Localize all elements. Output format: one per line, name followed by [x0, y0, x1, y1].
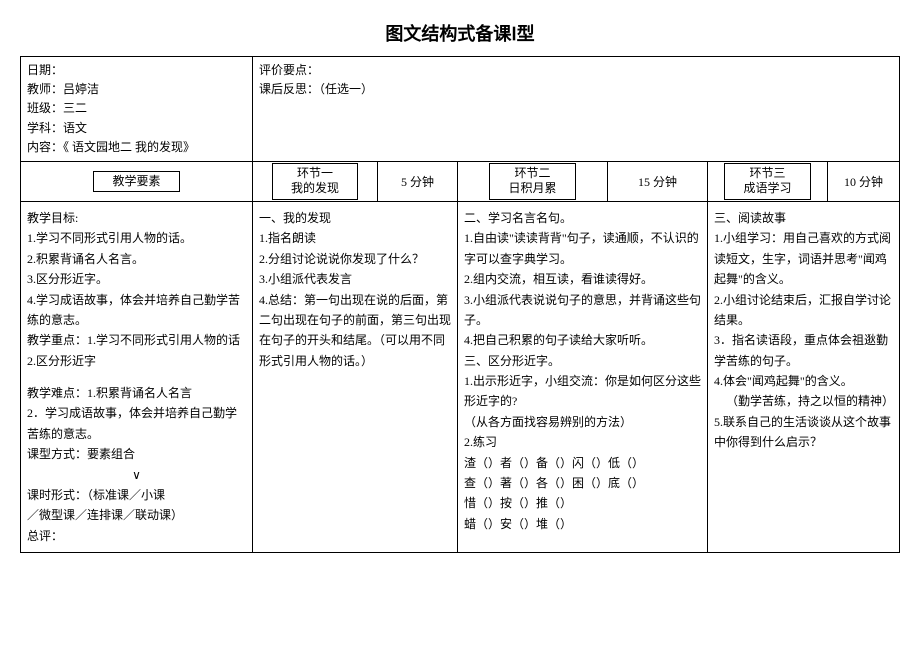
reflect-label: 课后反思：（任选一） — [259, 80, 893, 99]
seg1-box: 环节一 我的发现 — [272, 163, 358, 200]
date-label: 日期： — [27, 63, 63, 77]
seg2-title1: 环节二 — [508, 166, 556, 182]
c2-line1: 1.指名朗读 — [259, 228, 451, 248]
seg2-box: 环节二 日积月累 — [489, 163, 575, 200]
difficulty-heading: 教学难点：1.积累背诵名人名言 — [27, 383, 246, 403]
c3-heading: 二、学习名言名句。 — [464, 208, 701, 228]
c4-heading: 三、阅读故事 — [714, 208, 893, 228]
c2-heading: 一、我的发现 — [259, 208, 451, 228]
header-left: 日期： 教师：吕婷洁 班级：三二 学科：语文 内容：《 语文园地二 我的发现》 — [21, 57, 253, 161]
c3-line1: 1.自由读"读读背背"句子，读通顺，不认识的字可以查字典学习。 — [464, 228, 701, 269]
teacher-label: 教师： — [27, 82, 63, 96]
subject-label: 学科： — [27, 121, 63, 135]
lesson-form-2: ／微型课／连排课／联动课） — [27, 505, 246, 525]
goal-3: 3.区分形近字。 — [27, 269, 246, 289]
vee-mark: ∨ — [27, 465, 246, 485]
goal-heading: 教学目标: — [27, 208, 246, 228]
c3-line2: 2.组内交流，相互读，看谁读得好。 — [464, 269, 701, 289]
c3-line4: 4.把自己积累的句子读给大家听听。 — [464, 330, 701, 350]
c3-practice2: 查（）著（）各（）困（）底（） — [464, 473, 701, 493]
header-row: 日期： 教师：吕婷洁 班级：三二 学科：语文 内容：《 语文园地二 我的发现》 … — [21, 57, 899, 162]
c3-line3: 3.小组派代表说说句子的意思，并背诵这些句子。 — [464, 290, 701, 331]
column-segment2: 二、学习名言名句。 1.自由读"读读背背"句子，读通顺，不认识的字可以查字典学习… — [458, 202, 708, 552]
seg2-time: 15 分钟 — [608, 162, 708, 201]
main-content-row: 教学目标: 1.学习不同形式引用人物的话。 2.积累背诵名人名言。 3.区分形近… — [21, 202, 899, 552]
seg3-title1: 环节三 — [743, 166, 791, 182]
column-goals: 教学目标: 1.学习不同形式引用人物的话。 2.积累背诵名人名言。 3.区分形近… — [21, 202, 253, 552]
seg2-box-cell: 环节二 日积月累 — [458, 162, 608, 201]
seg3-time: 10 分钟 — [828, 162, 899, 201]
c4-line5: 5.联系自己的生活谈谈从这个故事中你得到什么启示？ — [714, 412, 893, 453]
c3-m3: 2.练习 — [464, 432, 701, 452]
seg1-title1: 环节一 — [291, 166, 339, 182]
focus-2: 2.区分形近字 — [27, 351, 246, 371]
goal-2: 2.积累背诵名人名言。 — [27, 249, 246, 269]
c4-line2: 2.小组讨论结束后，汇报自学讨论结果。 — [714, 290, 893, 331]
c3-m2: （从各方面找容易辨别的方法） — [464, 412, 701, 432]
seg3-box-cell: 环节三 成语学习 — [708, 162, 828, 201]
content-label: 内容： — [27, 140, 63, 154]
c3-heading2: 三、区分形近字。 — [464, 351, 701, 371]
header-right: 评价要点： 课后反思：（任选一） — [253, 57, 899, 161]
teacher-name: 吕婷洁 — [63, 82, 99, 96]
c3-practice3: 惜（）按（）推（） — [464, 493, 701, 513]
c4-line4: 4.体会"闻鸡起舞"的含义。 — [714, 371, 893, 391]
page-title: 图文结构式备课Ⅰ型 — [20, 20, 900, 46]
goal-1: 1.学习不同形式引用人物的话。 — [27, 228, 246, 248]
c3-practice1: 渣（）者（）备（）闪（）低（） — [464, 453, 701, 473]
c4-line1: 1.小组学习：用自己喜欢的方式阅读短文，生字，词语并思考"闻鸡起舞"的含义。 — [714, 228, 893, 289]
band-left-cell: 教学要素 — [21, 162, 253, 201]
c3-practice4: 蜡（）安（）堆（） — [464, 514, 701, 534]
goal-4: 4.学习成语故事，体会并培养自己勤学苦练的意志。 — [27, 290, 246, 331]
lesson-form-1: 课时形式：（标准课／小课 — [27, 485, 246, 505]
column-segment3: 三、阅读故事 1.小组学习：用自己喜欢的方式阅读短文，生字，词语并思考"闻鸡起舞… — [708, 202, 899, 552]
class-label: 班级： — [27, 101, 63, 115]
c4-line4b: （勤学苦练，持之以恒的精神） — [714, 391, 893, 411]
seg3-title2: 成语学习 — [743, 181, 791, 197]
seg3-box: 环节三 成语学习 — [724, 163, 810, 200]
class-value: 三二 — [63, 101, 87, 115]
difficulty-2: 2．学习成语故事，体会并培养自己勤学苦练的意志。 — [27, 403, 246, 444]
c2-line4: 4.总结：第一句出现在说的后面，第二句出现在句子的前面，第三句出现在句子的开头和… — [259, 290, 451, 372]
content-value: 《 语文园地二 我的发现》 — [63, 140, 195, 154]
seg2-title2: 日积月累 — [508, 181, 556, 197]
lesson-mode: 课型方式：要素组合 — [27, 444, 246, 464]
eval-label: 评价要点： — [259, 61, 893, 80]
column-segment1: 一、我的发现 1.指名朗读 2.分组讨论说说你发现了什么？ 3.小组派代表发言 … — [253, 202, 458, 552]
lesson-plan-table: 日期： 教师：吕婷洁 班级：三二 学科：语文 内容：《 语文园地二 我的发现》 … — [20, 56, 900, 553]
segment-band: 教学要素 环节一 我的发现 5 分钟 环节二 日积月累 15 分钟 环节三 成语… — [21, 162, 899, 202]
seg1-box-cell: 环节一 我的发现 — [253, 162, 378, 201]
focus-heading: 教学重点：1.学习不同形式引用人物的话 — [27, 330, 246, 350]
c2-line3: 3.小组派代表发言 — [259, 269, 451, 289]
subject-value: 语文 — [63, 121, 87, 135]
c2-line2: 2.分组讨论说说你发现了什么？ — [259, 249, 451, 269]
teaching-elements-box: 教学要素 — [93, 171, 179, 193]
c4-line3: 3．指名读语段，重点体会祖逖勤学苦练的句子。 — [714, 330, 893, 371]
c3-m1: 1.出示形近字，小组交流：你是如何区分这些形近字的? — [464, 371, 701, 412]
overall-review: 总评： — [27, 526, 246, 546]
seg1-title2: 我的发现 — [291, 181, 339, 197]
seg1-time: 5 分钟 — [378, 162, 458, 201]
